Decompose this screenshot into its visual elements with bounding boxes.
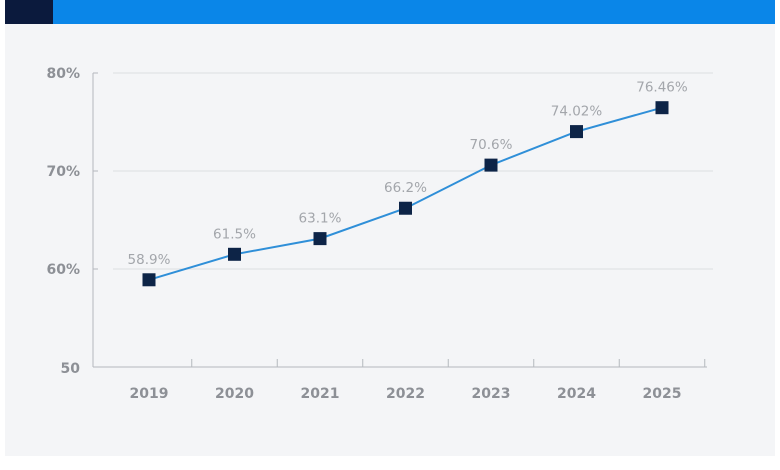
y-tick-label: 80% <box>46 66 80 82</box>
x-tick-label: 2022 <box>386 386 425 402</box>
data-point-marker <box>399 201 412 215</box>
x-tick-label: 2023 <box>472 386 511 402</box>
data-label: 74.02% <box>551 104 603 120</box>
y-tick-label: 70% <box>46 164 80 180</box>
data-point-marker <box>655 101 669 115</box>
x-tick-label: 2025 <box>643 386 682 402</box>
x-tick-label: 2019 <box>130 386 169 402</box>
chart-panel <box>5 24 775 456</box>
data-point-marker <box>228 247 241 261</box>
y-tick-label: 60% <box>46 262 80 278</box>
data-point-marker <box>484 158 498 172</box>
header-bar <box>5 0 775 24</box>
data-label: 70.6% <box>470 137 513 153</box>
data-point-marker <box>142 273 156 287</box>
data-label: 76.46% <box>636 80 688 96</box>
x-tick-label: 2024 <box>557 386 596 402</box>
data-point-marker <box>313 232 327 246</box>
x-tick-label: 2021 <box>301 386 340 402</box>
header-badge <box>5 0 53 24</box>
data-label: 66.2% <box>384 180 427 196</box>
x-tick-label: 2020 <box>215 386 254 402</box>
data-label: 61.5% <box>213 226 256 242</box>
data-label: 63.1% <box>299 211 342 227</box>
data-point-marker <box>570 125 583 139</box>
y-tick-label: 50 <box>61 361 81 377</box>
data-label: 58.9% <box>128 252 171 268</box>
